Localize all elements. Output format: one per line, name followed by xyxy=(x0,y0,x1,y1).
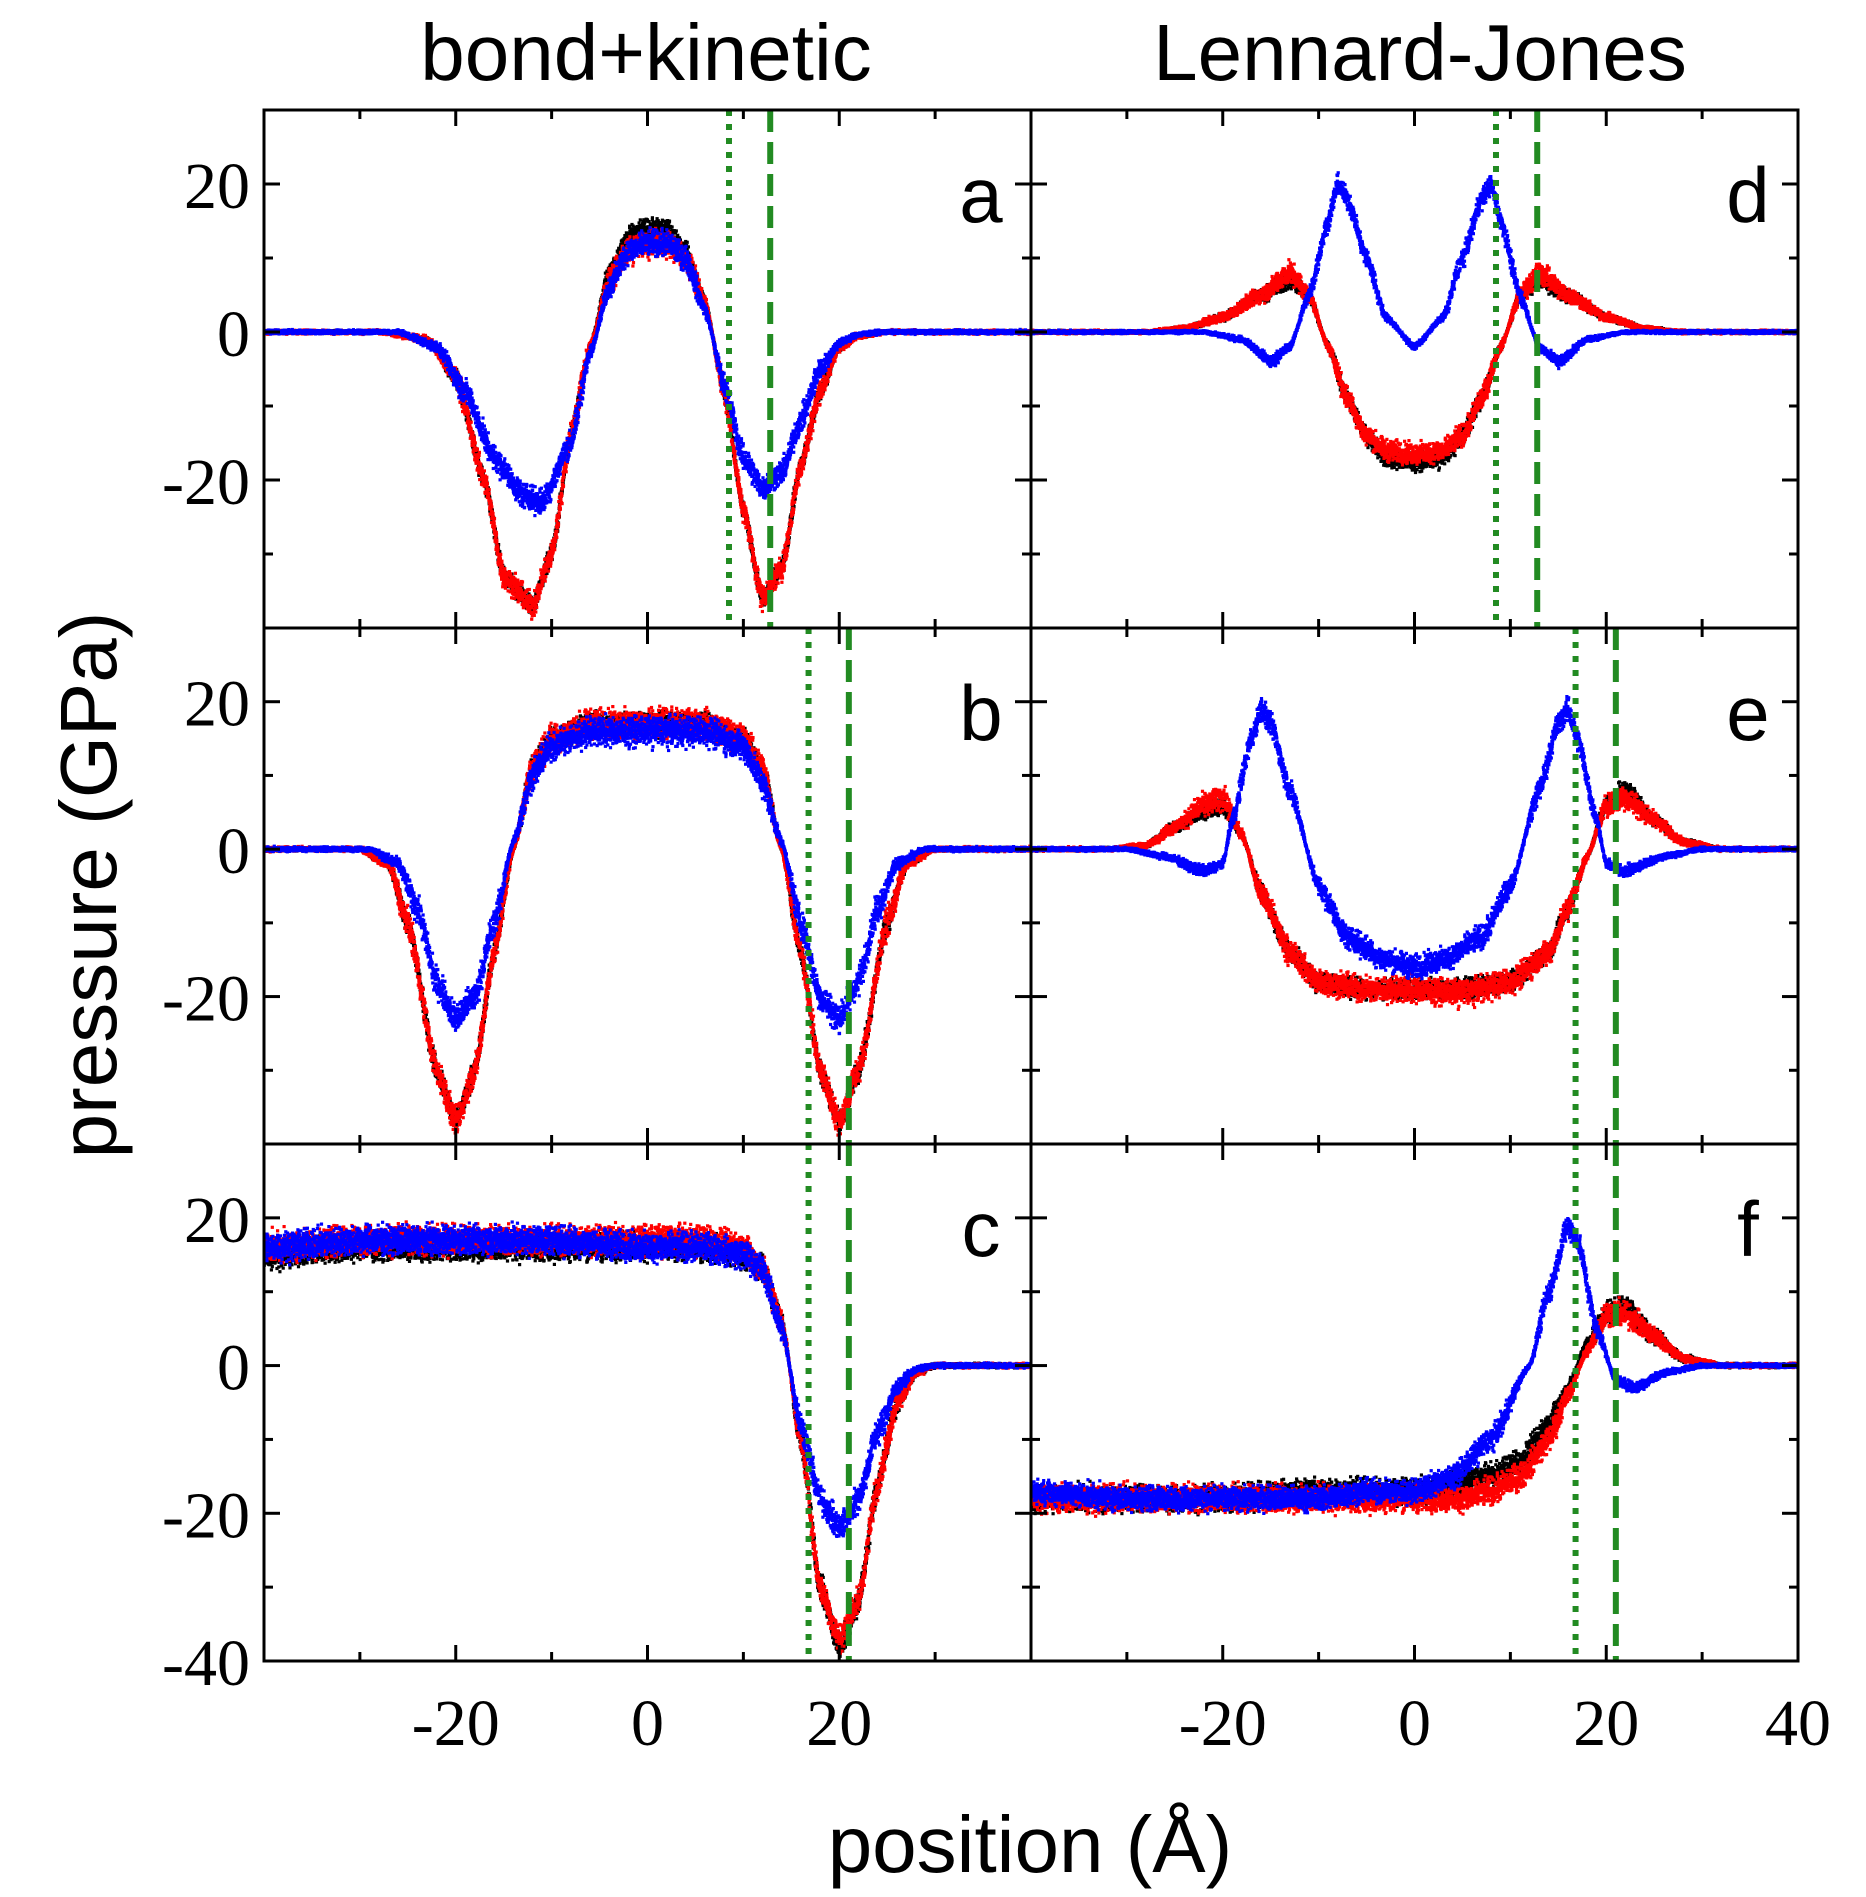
data-point xyxy=(668,220,671,223)
column-title-lennard-jones: Lennard-Jones xyxy=(1153,8,1687,97)
series-black xyxy=(262,216,1032,616)
data-point xyxy=(675,229,678,232)
y-axis-label: pressure (GPa) xyxy=(44,612,133,1159)
data-point xyxy=(671,225,674,228)
x-axis-label: position (Å) xyxy=(828,1800,1233,1889)
data-point xyxy=(686,241,689,244)
panel-a: a xyxy=(262,110,1032,628)
panel-a-data xyxy=(262,216,1032,621)
column-title-bond-kinetic: bond+kinetic xyxy=(420,8,871,97)
